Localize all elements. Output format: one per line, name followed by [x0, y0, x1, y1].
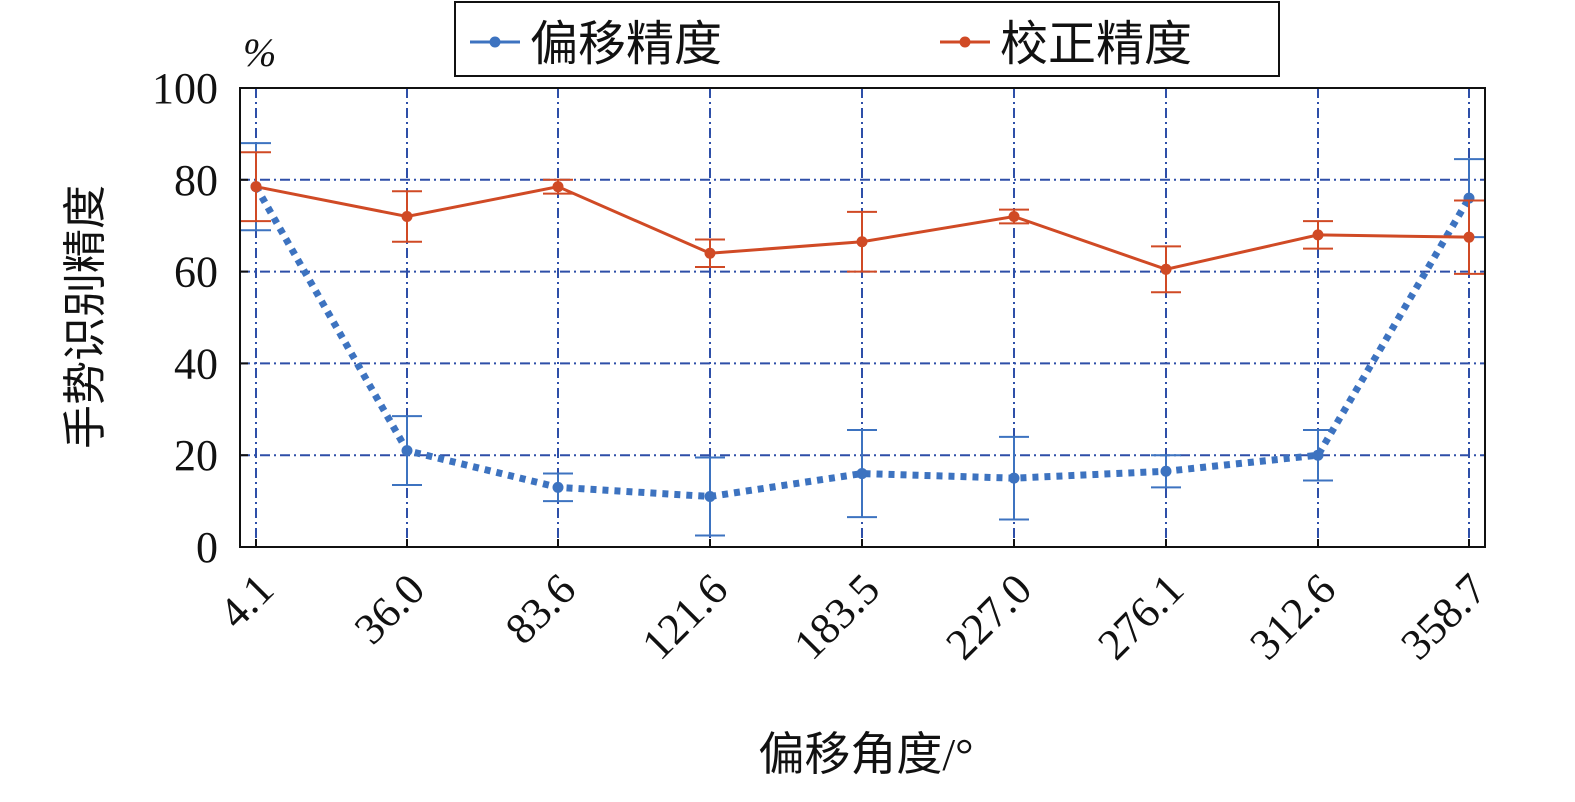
- series: [241, 142, 1484, 537]
- data-point: [856, 468, 868, 480]
- x-tick-label: 83.6: [496, 564, 585, 653]
- data-point: [401, 445, 413, 457]
- series-1: [241, 142, 1484, 537]
- x-axis-label: 偏移角度/°: [758, 729, 973, 780]
- series-2: [241, 151, 1484, 294]
- data-point: [552, 181, 564, 193]
- legend: 偏移精度 校正精度: [454, 1, 1280, 77]
- x-tick-label: 183.5: [784, 564, 889, 669]
- x-tick-label: 227.0: [936, 564, 1041, 669]
- data-point: [704, 491, 716, 503]
- data-point: [1312, 449, 1324, 461]
- y-tick-label: 40: [174, 339, 218, 388]
- y-axis-label: 手势识别精度: [61, 185, 110, 449]
- y-tick-label: 80: [174, 156, 218, 205]
- data-point: [401, 211, 413, 223]
- data-point: [856, 236, 868, 248]
- x-axis-ticks: 4.1 36.0 83.6 121.6 183.5 227.0 276.1 312.6 358.…: [210, 539, 1496, 669]
- x-tick-label: 4.1: [210, 564, 284, 638]
- data-point: [552, 481, 564, 493]
- y-tick-label: 20: [174, 431, 218, 480]
- y-axis-ticks: 0 20 40 60 80 100: [152, 64, 248, 572]
- x-tick-label: 312.6: [1240, 564, 1345, 669]
- x-tick-label: 358.7: [1391, 564, 1496, 669]
- y-tick-label: 100: [152, 64, 218, 113]
- legend-marker: [959, 36, 971, 48]
- data-point: [1160, 465, 1172, 477]
- y-tick-label: 60: [174, 248, 218, 297]
- y-unit-label: %: [243, 30, 276, 75]
- data-point: [1008, 211, 1020, 223]
- data-point: [1463, 231, 1475, 243]
- data-point: [250, 181, 262, 193]
- x-tick-label: 36.0: [345, 564, 434, 653]
- x-tick-label: 276.1: [1088, 564, 1193, 669]
- x-tick-label: 121.6: [632, 564, 737, 669]
- data-point: [1008, 472, 1020, 484]
- legend-item-2: 校正精度: [940, 18, 1192, 71]
- legend-label: 校正精度: [1000, 18, 1192, 71]
- legend-item-1: 偏移精度: [470, 18, 722, 71]
- data-point: [704, 247, 716, 259]
- legend-box: [454, 1, 1280, 77]
- data-point: [1312, 229, 1324, 241]
- data-point: [1160, 263, 1172, 275]
- y-tick-label: 0: [196, 523, 218, 572]
- legend-marker: [489, 36, 501, 48]
- legend-label: 偏移精度: [530, 18, 722, 71]
